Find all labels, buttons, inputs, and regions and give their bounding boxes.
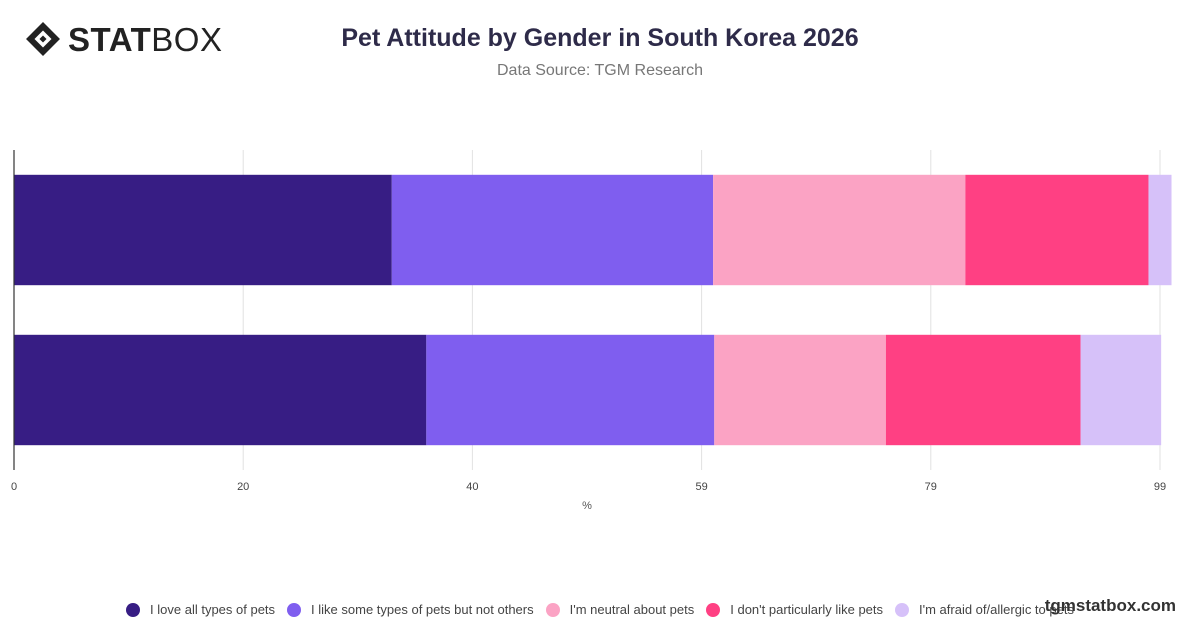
legend-item[interactable]: I like some types of pets but not others	[287, 602, 534, 617]
x-tick-label: 0	[11, 481, 17, 493]
statbox-logo: STATBOX	[26, 22, 222, 56]
legend-item[interactable]: I don't particularly like pets	[706, 602, 883, 617]
legend-item[interactable]: I'm neutral about pets	[545, 602, 695, 617]
bar-segment	[1148, 174, 1172, 286]
chart-subtitle: Data Source: TGM Research	[496, 62, 703, 79]
legend-item[interactable]: I'm afraid of/allergic to pets	[895, 602, 1074, 617]
logo-wordmark-bold: STAT	[68, 20, 152, 58]
legend-label: I like some types of pets but not others	[311, 602, 534, 617]
diamond-logo-icon	[26, 22, 60, 56]
bar-segment	[714, 334, 886, 446]
watermark: tgmstatbox.com	[1044, 596, 1176, 615]
x-tick-label: 59	[695, 481, 707, 493]
legend-label: I'm afraid of/allergic to pets	[919, 602, 1074, 617]
bar-segment	[965, 174, 1149, 286]
legend-swatch	[706, 602, 721, 617]
bar-segment	[391, 174, 714, 286]
legend-label: I'm neutral about pets	[569, 602, 695, 617]
bar-segment	[885, 334, 1081, 446]
x-tick-label: 20	[237, 481, 249, 493]
logo-wordmark-light: BOX	[151, 20, 223, 58]
x-axis-label: %	[582, 500, 592, 512]
bar-segment	[426, 334, 715, 446]
legend-item[interactable]: I love all types of pets	[126, 602, 275, 617]
x-tick-label: 79	[925, 481, 937, 493]
bar-segment	[713, 174, 966, 286]
x-tick-label: 99	[1154, 481, 1166, 493]
chart-title: Pet Attitude by Gender in South Korea 20…	[341, 24, 859, 52]
legend-swatch	[126, 602, 141, 617]
legend-swatch	[895, 602, 910, 617]
bar-segment	[14, 174, 392, 286]
chart-legend: I love all types of pets I like some type…	[0, 602, 1200, 617]
legend-swatch	[545, 602, 560, 617]
bar-segment	[14, 334, 427, 446]
legend-swatch	[287, 602, 302, 617]
logo-wordmark: STATBOX	[68, 23, 222, 56]
legend-label: I love all types of pets	[150, 602, 276, 617]
x-tick-label: 40	[466, 481, 478, 493]
bar-segment	[1080, 334, 1162, 446]
legend-label: I don't particularly like pets	[730, 602, 884, 617]
